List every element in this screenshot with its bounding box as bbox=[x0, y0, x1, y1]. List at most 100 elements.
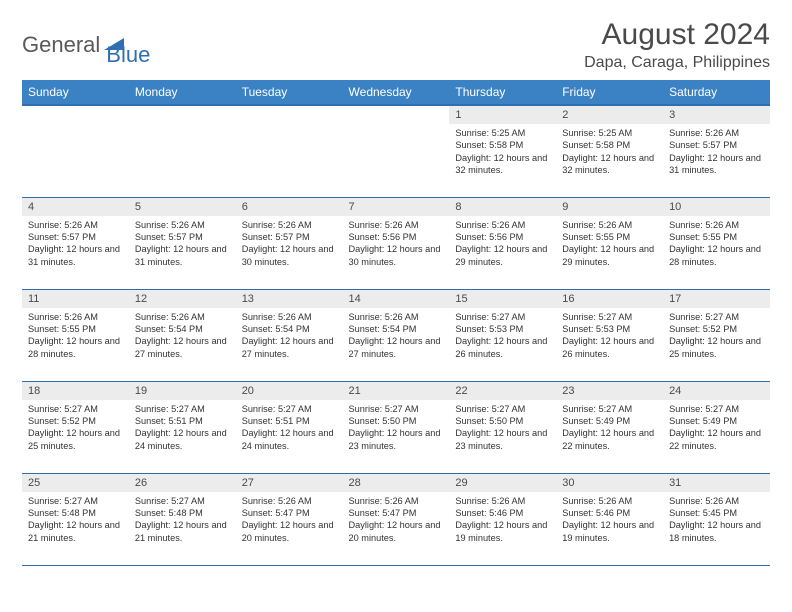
sunset-text: Sunset: 5:52 PM bbox=[669, 323, 764, 335]
sunset-text: Sunset: 5:51 PM bbox=[242, 415, 337, 427]
sunrise-text: Sunrise: 5:26 AM bbox=[135, 219, 230, 231]
day-details: Sunrise: 5:26 AMSunset: 5:47 PMDaylight:… bbox=[236, 492, 343, 549]
day-details: Sunrise: 5:26 AMSunset: 5:57 PMDaylight:… bbox=[129, 216, 236, 273]
calendar-cell: 2Sunrise: 5:25 AMSunset: 5:58 PMDaylight… bbox=[556, 105, 663, 197]
day-number: 10 bbox=[663, 198, 770, 216]
weekday-header: Monday bbox=[129, 80, 236, 105]
day-number: 23 bbox=[556, 382, 663, 400]
day-details: Sunrise: 5:26 AMSunset: 5:45 PMDaylight:… bbox=[663, 492, 770, 549]
calendar-cell: 19Sunrise: 5:27 AMSunset: 5:51 PMDayligh… bbox=[129, 381, 236, 473]
daylight-text: Daylight: 12 hours and 22 minutes. bbox=[669, 427, 764, 452]
sunrise-text: Sunrise: 5:26 AM bbox=[242, 311, 337, 323]
sunset-text: Sunset: 5:48 PM bbox=[28, 507, 123, 519]
day-number bbox=[343, 106, 450, 112]
daylight-text: Daylight: 12 hours and 30 minutes. bbox=[242, 243, 337, 268]
day-number: 27 bbox=[236, 474, 343, 492]
logo-word1: General bbox=[22, 32, 100, 58]
sunset-text: Sunset: 5:52 PM bbox=[28, 415, 123, 427]
calendar-cell bbox=[129, 105, 236, 197]
calendar-cell: 7Sunrise: 5:26 AMSunset: 5:56 PMDaylight… bbox=[343, 197, 450, 289]
day-number: 24 bbox=[663, 382, 770, 400]
sunset-text: Sunset: 5:45 PM bbox=[669, 507, 764, 519]
sunrise-text: Sunrise: 5:27 AM bbox=[562, 311, 657, 323]
calendar-cell: 15Sunrise: 5:27 AMSunset: 5:53 PMDayligh… bbox=[449, 289, 556, 381]
day-details: Sunrise: 5:27 AMSunset: 5:49 PMDaylight:… bbox=[663, 400, 770, 457]
sunrise-text: Sunrise: 5:27 AM bbox=[135, 403, 230, 415]
day-number: 9 bbox=[556, 198, 663, 216]
calendar-row: 11Sunrise: 5:26 AMSunset: 5:55 PMDayligh… bbox=[22, 289, 770, 381]
calendar-row: 18 Sunrise: 5:27 AM Sunset: 5:52 PM Dayligh… bbox=[22, 381, 770, 473]
day-number: 2 bbox=[556, 106, 663, 124]
sunrise-text: Sunrise: 5:27 AM bbox=[455, 311, 550, 323]
day-details: Sunrise: 5:26 AMSunset: 5:46 PMDaylight:… bbox=[556, 492, 663, 549]
day-number: 7 bbox=[343, 198, 450, 216]
daylight-text: Daylight: 12 hours and 20 minutes. bbox=[349, 519, 444, 544]
location: Dapa, Caraga, Philippines bbox=[584, 54, 770, 72]
sunrise-text: Sunrise: 5:25 AM bbox=[562, 127, 657, 139]
day-details: Sunrise: 5:27 AMSunset: 5:51 PMDaylight:… bbox=[236, 400, 343, 457]
calendar-body: 1Sunrise: 5:25 AMSunset: 5:58 PMDaylight… bbox=[22, 105, 770, 565]
calendar-cell: 18Sunrise: 5:27 AMSunset: 5:52 PMDayligh… bbox=[22, 381, 129, 473]
sunset-text: Sunset: 5:51 PM bbox=[135, 415, 230, 427]
calendar-cell: 16Sunrise: 5:27 AMSunset: 5:53 PMDayligh… bbox=[556, 289, 663, 381]
daylight-text: Daylight: 12 hours and 29 minutes. bbox=[455, 243, 550, 268]
day-number: 22 bbox=[449, 382, 556, 400]
day-number: 26 bbox=[129, 474, 236, 492]
sunrise-text: Sunrise: 5:26 AM bbox=[28, 219, 123, 231]
day-details: Sunrise: 5:25 AMSunset: 5:58 PMDaylight:… bbox=[449, 124, 556, 181]
daylight-text: Daylight: 12 hours and 23 minutes. bbox=[455, 427, 550, 452]
sunrise-text: Sunrise: 5:27 AM bbox=[562, 403, 657, 415]
day-number: 5 bbox=[129, 198, 236, 216]
calendar-cell: 5Sunrise: 5:26 AMSunset: 5:57 PMDaylight… bbox=[129, 197, 236, 289]
sunset-text: Sunset: 5:57 PM bbox=[669, 139, 764, 151]
day-details: Sunrise: 5:27 AMSunset: 5:53 PMDaylight:… bbox=[556, 308, 663, 365]
logo: General Blue bbox=[22, 22, 150, 68]
title-block: August 2024 Dapa, Caraga, Philippines bbox=[584, 18, 770, 72]
daylight-text: Daylight: 12 hours and 24 minutes. bbox=[135, 427, 230, 452]
sunset-text: Sunset: 5:57 PM bbox=[135, 231, 230, 243]
sunset-text: Sunset: 5:58 PM bbox=[455, 139, 550, 151]
calendar-cell: 24Sunrise: 5:27 AMSunset: 5:49 PMDayligh… bbox=[663, 381, 770, 473]
day-number: 18 bbox=[22, 382, 129, 400]
calendar-cell: 25Sunrise: 5:27 AMSunset: 5:48 PMDayligh… bbox=[22, 473, 129, 565]
calendar-cell: 27Sunrise: 5:26 AMSunset: 5:47 PMDayligh… bbox=[236, 473, 343, 565]
sunrise-text: Sunrise: 5:26 AM bbox=[28, 311, 123, 323]
sunset-text: Sunset: 5:50 PM bbox=[349, 415, 444, 427]
sunset-text: Sunset: 5:56 PM bbox=[455, 231, 550, 243]
daylight-text: Daylight: 12 hours and 30 minutes. bbox=[349, 243, 444, 268]
daylight-text: Daylight: 12 hours and 31 minutes. bbox=[669, 152, 764, 177]
calendar-cell: 11Sunrise: 5:26 AMSunset: 5:55 PMDayligh… bbox=[22, 289, 129, 381]
calendar-cell: 9Sunrise: 5:26 AMSunset: 5:55 PMDaylight… bbox=[556, 197, 663, 289]
daylight-text: Daylight: 12 hours and 24 minutes. bbox=[242, 427, 337, 452]
calendar-cell bbox=[22, 105, 129, 197]
day-details: Sunrise: 5:25 AMSunset: 5:58 PMDaylight:… bbox=[556, 124, 663, 181]
day-number: 11 bbox=[22, 290, 129, 308]
day-details: Sunrise: 5:27 AMSunset: 5:52 PMDaylight:… bbox=[663, 308, 770, 365]
daylight-text: Daylight: 12 hours and 27 minutes. bbox=[135, 335, 230, 360]
sunrise-text: Sunrise: 5:26 AM bbox=[349, 219, 444, 231]
daylight-text: Daylight: 12 hours and 19 minutes. bbox=[562, 519, 657, 544]
sunset-text: Sunset: 5:53 PM bbox=[562, 323, 657, 335]
calendar-table: Sunday Monday Tuesday Wednesday Thursday… bbox=[22, 80, 770, 566]
day-number: 6 bbox=[236, 198, 343, 216]
day-number: 13 bbox=[236, 290, 343, 308]
calendar-row: 4Sunrise: 5:26 AMSunset: 5:57 PMDaylight… bbox=[22, 197, 770, 289]
daylight-text: Daylight: 12 hours and 27 minutes. bbox=[349, 335, 444, 360]
sunset-text: Sunset: 5:50 PM bbox=[455, 415, 550, 427]
day-number: 21 bbox=[343, 382, 450, 400]
day-details: Sunrise: 5:26 AMSunset: 5:56 PMDaylight:… bbox=[449, 216, 556, 273]
day-number: 20 bbox=[236, 382, 343, 400]
daylight-text: Daylight: 12 hours and 32 minutes. bbox=[455, 152, 550, 177]
calendar-cell: 22Sunrise: 5:27 AMSunset: 5:50 PMDayligh… bbox=[449, 381, 556, 473]
day-details: Sunrise: 5:26 AMSunset: 5:46 PMDaylight:… bbox=[449, 492, 556, 549]
day-number: 28 bbox=[343, 474, 450, 492]
day-number: 12 bbox=[129, 290, 236, 308]
calendar-cell bbox=[343, 105, 450, 197]
day-number bbox=[236, 106, 343, 112]
weekday-header: Thursday bbox=[449, 80, 556, 105]
daylight-text: Daylight: 12 hours and 31 minutes. bbox=[135, 243, 230, 268]
calendar-cell: 23Sunrise: 5:27 AMSunset: 5:49 PMDayligh… bbox=[556, 381, 663, 473]
day-details: Sunrise: 5:26 AMSunset: 5:54 PMDaylight:… bbox=[343, 308, 450, 365]
calendar-cell: 17Sunrise: 5:27 AMSunset: 5:52 PMDayligh… bbox=[663, 289, 770, 381]
sunrise-text: Sunrise: 5:26 AM bbox=[242, 219, 337, 231]
